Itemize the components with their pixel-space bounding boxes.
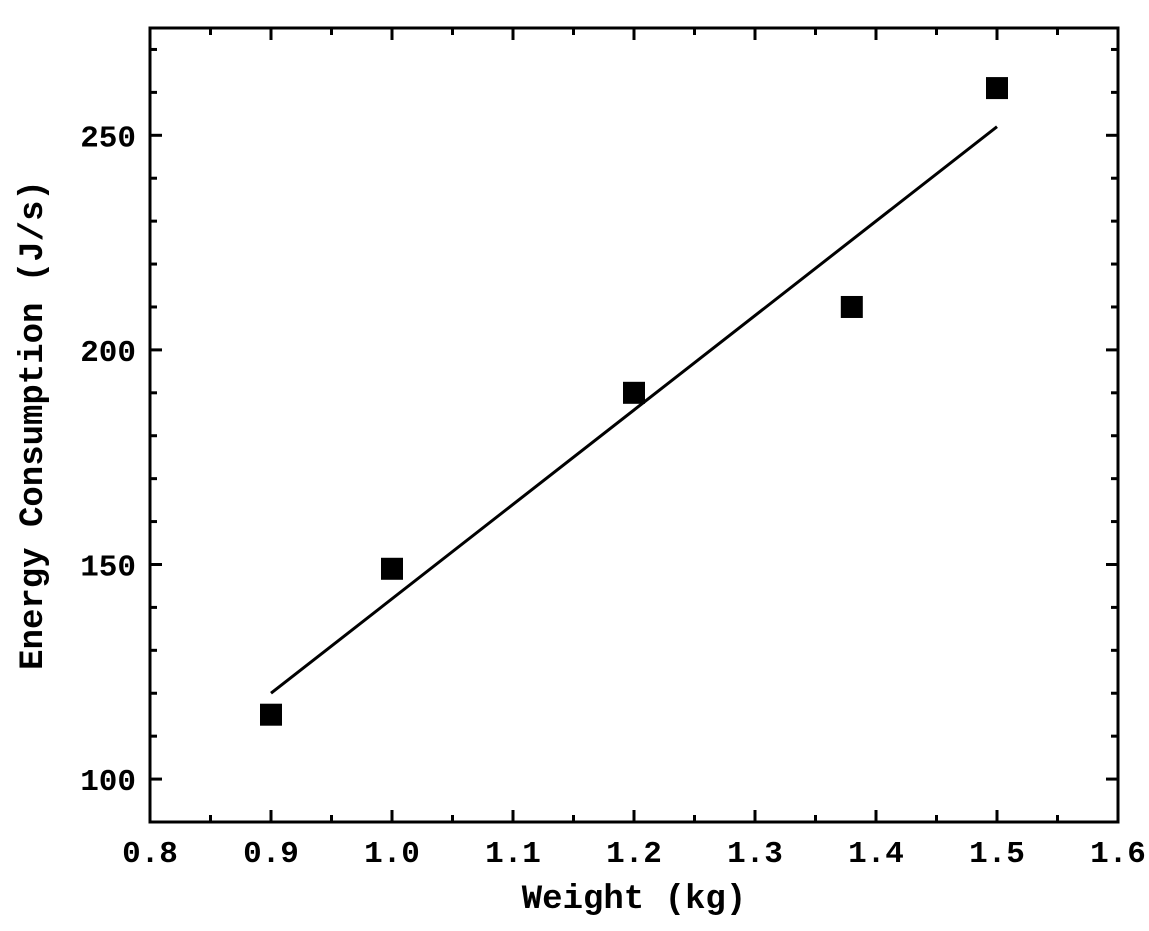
y-axis-label: Energy Consumption (J/s): [15, 180, 53, 670]
y-tick-label: 100: [80, 765, 136, 800]
x-tick-label: 1.6: [1090, 837, 1146, 872]
x-tick-label: 1.2: [606, 837, 662, 872]
y-tick-label: 200: [80, 336, 136, 371]
x-tick-label: 1.0: [364, 837, 420, 872]
y-tick-label: 250: [80, 121, 136, 156]
y-tick-label: 150: [80, 550, 136, 585]
x-tick-label: 0.9: [243, 837, 299, 872]
x-tick-label: 1.4: [848, 837, 904, 872]
data-point: [986, 77, 1008, 99]
x-tick-label: 1.3: [727, 837, 783, 872]
x-tick-label: 0.8: [122, 837, 178, 872]
x-axis-label: Weight (kg): [522, 881, 746, 919]
data-point: [381, 558, 403, 580]
data-point: [260, 704, 282, 726]
data-point: [623, 382, 645, 404]
energy-consumption-chart: 0.8 0.9 1.0 1.1 1.2 1.3 1.4 1.5 1.6 100 150 200 250 W…: [0, 0, 1149, 931]
data-point: [841, 296, 863, 318]
x-tick-label: 1.5: [969, 837, 1025, 872]
x-tick-label: 1.1: [485, 837, 541, 872]
